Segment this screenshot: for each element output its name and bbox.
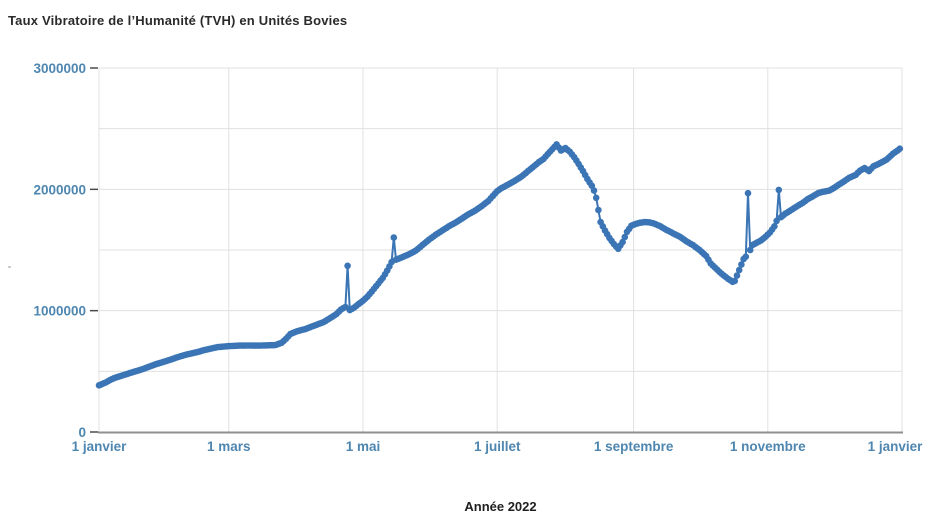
tvh-data-point [595,206,602,214]
tvh-data-point [590,187,598,194]
tvh-data-point [619,238,626,246]
tvh-data-point [735,266,743,274]
x-tick-label: 1 mai [346,439,381,454]
tvh-data-point [742,253,750,260]
y-tick-label: 1000000 [33,304,86,319]
tvh-data-point [592,194,600,202]
y-tick-label: 0 [78,425,86,440]
x-tick-label: 1 mars [207,439,251,454]
tvh-data-point [390,234,398,241]
tvh-data-point [621,233,629,241]
x-tick-label: 1 janvier [868,439,924,454]
tvh-data-point [744,189,752,197]
chart-title: Taux Vibratoire de l’Humanité (TVH) en U… [8,13,348,28]
x-tick-label: 1 novembre [730,439,806,454]
y-tick-label: 2000000 [33,182,86,197]
tvh-data-point [775,186,783,194]
tvh-data-point [773,217,780,225]
tvh-data-point [731,277,739,285]
x-axis-title: Année 2022 [464,499,537,514]
screen-artifact-dot [8,266,11,268]
x-tick-label: 1 septembre [594,439,674,454]
x-tick-label: 1 janvier [72,439,128,454]
tvh-data-point [733,272,741,279]
tvh-data-point [738,261,745,268]
x-tick-label: 1 juillet [474,439,521,454]
tvh-data-point [771,223,778,230]
y-tick-label: 3000000 [33,61,86,76]
tvh-data-point [344,262,351,270]
tvh-data-point [896,145,904,152]
